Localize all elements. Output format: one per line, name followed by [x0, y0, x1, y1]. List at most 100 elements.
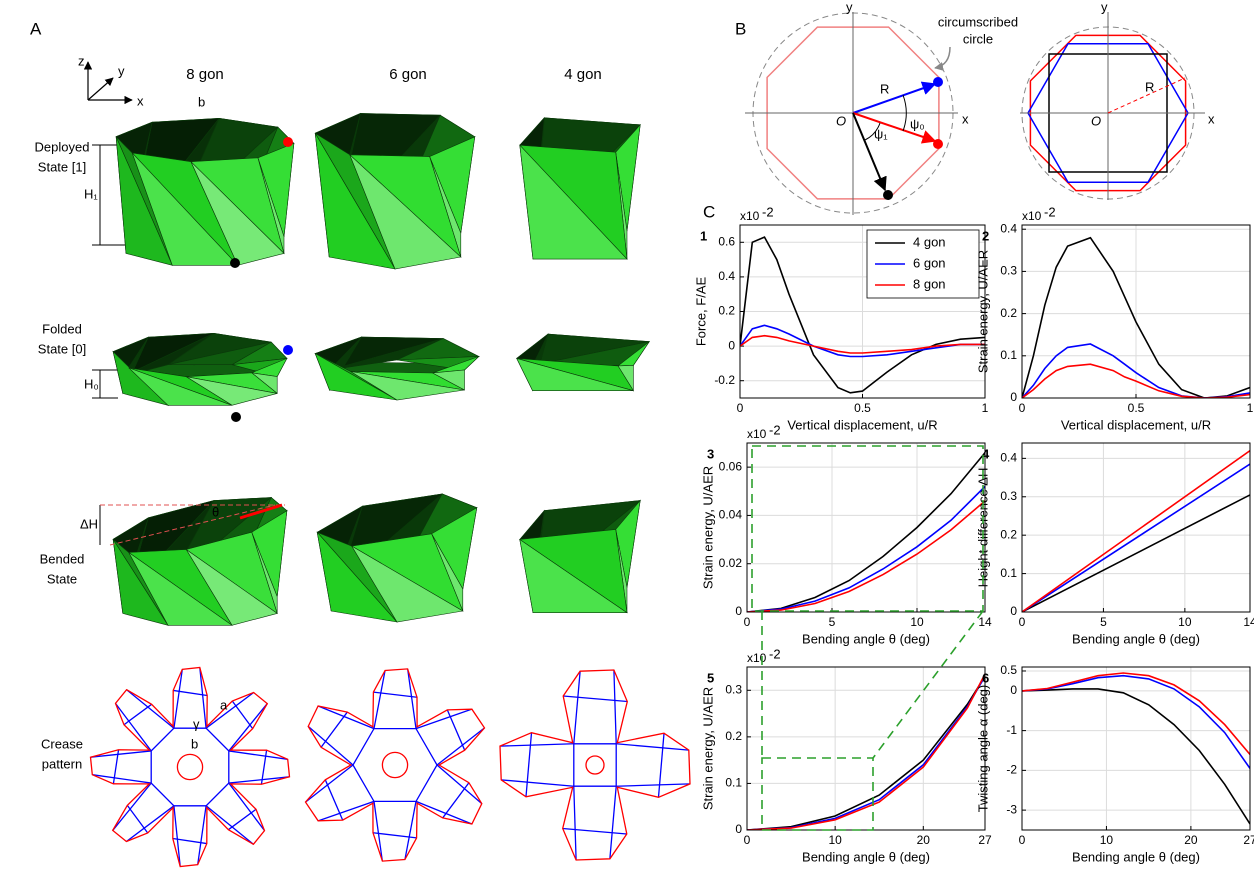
vertex-dot	[933, 139, 943, 149]
annotation: R	[1145, 79, 1154, 94]
panel-number: 5	[707, 670, 714, 685]
x-tick-label: 0	[1019, 833, 1026, 847]
chart: -3-2-100.50102027Bending angle θ (deg)Tw…	[975, 663, 1254, 864]
crease-line	[374, 801, 382, 861]
panel-label: B	[735, 19, 746, 38]
y-tick-label: 0.2	[1000, 306, 1017, 320]
x-tick-label: 14	[978, 615, 992, 629]
crease-line	[447, 710, 464, 750]
y-tick-label: 0.1	[1000, 348, 1017, 362]
row-label: pattern	[42, 756, 82, 771]
panel-b: y x O R ψ₀ ψ₁ circumscribed circle y x O…	[745, 0, 1215, 215]
plot-area	[1022, 667, 1250, 830]
y-tick-label: 0.3	[1000, 489, 1017, 503]
vertex-dot	[883, 190, 893, 200]
y-axis-label: Strain energy, U/AER	[700, 466, 715, 589]
crease-line	[174, 806, 180, 867]
annotation: θ	[212, 504, 219, 519]
row-label: Bended	[40, 551, 85, 566]
y-tick-label: 0.5	[1000, 663, 1017, 677]
panel-number: 6	[982, 670, 989, 685]
note: circumscribed	[938, 14, 1018, 29]
y-tick-label: -0.2	[714, 373, 735, 387]
x-tick-label: 10	[828, 833, 842, 847]
crease-line	[318, 706, 374, 729]
x-tick-label: 0	[1019, 615, 1026, 629]
axis-label: y	[1101, 0, 1108, 14]
y-tick-label: 0.04	[719, 508, 743, 522]
crease-line	[437, 728, 485, 765]
row-label: Crease	[41, 736, 83, 751]
crease-center	[574, 744, 616, 786]
annotation: ψ₁	[874, 126, 888, 141]
annotation: a	[220, 697, 228, 712]
crease-line	[127, 690, 174, 728]
y-tick-label: 0.4	[1000, 451, 1017, 465]
annotation: R	[880, 81, 889, 96]
y-tick-label: -2	[1006, 763, 1017, 777]
x-axis-label: Bending angle θ (deg)	[1072, 849, 1200, 864]
x-axis-label: Vertical displacement, u/R	[1061, 417, 1211, 432]
column-label: 6 gon	[389, 66, 427, 83]
panel-label: A	[30, 19, 42, 38]
crease-line	[500, 744, 574, 746]
origin-label: O	[1091, 113, 1101, 128]
crease-line	[321, 712, 347, 747]
crease-line	[574, 786, 576, 860]
y-tick-label: 0.1	[725, 776, 742, 790]
column-label: 8 gon	[186, 66, 224, 83]
y-tick-label: 0.3	[1000, 264, 1017, 278]
crease-hole	[586, 756, 604, 774]
axis-icon-label: z	[78, 53, 85, 68]
axis-label: x	[1208, 111, 1215, 126]
crease-center	[151, 728, 229, 806]
vertex-dot	[283, 137, 293, 147]
panel-number: 3	[707, 446, 714, 461]
crease-line	[437, 765, 482, 804]
crease-line	[91, 751, 152, 757]
annotation: b	[198, 94, 205, 109]
crease-line	[206, 692, 254, 728]
x-axis-label: Bending angle θ (deg)	[802, 631, 930, 646]
axis-label: x	[962, 111, 969, 126]
crease-line	[206, 806, 253, 844]
y-exponent: -2	[769, 422, 781, 437]
y-tick-label: 0.4	[1000, 221, 1017, 235]
x-tick-label: 10	[1178, 615, 1192, 629]
panel-label: C	[703, 202, 715, 221]
y-multiplier: x10	[1022, 209, 1042, 223]
crease-line	[614, 670, 616, 744]
row-label: State [1]	[38, 159, 86, 174]
crease-outline	[91, 668, 290, 867]
x-tick-label: 0.5	[1128, 401, 1145, 415]
panel-number: 2	[982, 228, 989, 243]
y-axis-label: Strain energy, U/AER	[975, 250, 990, 373]
x-tick-label: 10	[1100, 833, 1114, 847]
crease-line	[610, 786, 616, 859]
annotation: H₁	[84, 186, 98, 201]
x-axis-label: Bending angle θ (deg)	[1072, 631, 1200, 646]
x-tick-label: 0	[1019, 401, 1026, 415]
x-tick-label: 0	[737, 401, 744, 415]
vector	[853, 84, 935, 113]
y-tick-label: 0.2	[718, 304, 735, 318]
crease-line	[443, 783, 469, 818]
crease-line	[658, 733, 664, 797]
y-multiplier: x10	[747, 427, 767, 441]
row-label: Folded	[42, 321, 82, 336]
axis-icon-label: x	[137, 93, 144, 108]
crease-line	[501, 780, 574, 786]
legend-label: 8 gon	[913, 276, 946, 291]
x-tick-label: 5	[1100, 615, 1107, 629]
crease-line	[416, 801, 472, 824]
crease-line	[305, 765, 353, 802]
row-label: State [0]	[38, 341, 86, 356]
y-tick-label: -3	[1006, 802, 1017, 816]
crease-line	[115, 703, 151, 751]
y-tick-label: 0.4	[718, 269, 735, 283]
x-tick-label: 1	[1247, 401, 1254, 415]
origin-label: O	[836, 113, 846, 128]
chart: -0.200.20.40.600.51Vertical displacement…	[693, 204, 988, 432]
